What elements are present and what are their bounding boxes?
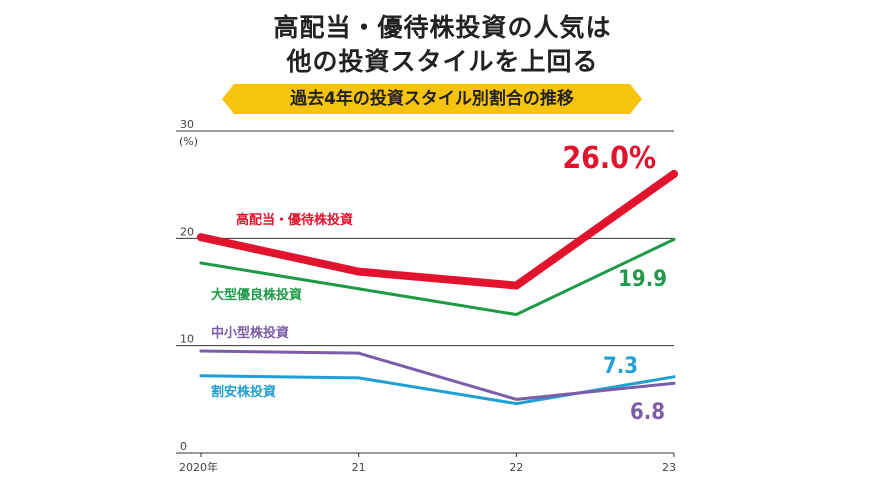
chart-title-line2: 他の投資スタイルを上回る — [286, 47, 599, 76]
x-tick-label-1: 21 — [352, 461, 366, 474]
series-line-1 — [199, 237, 676, 317]
y-tick-label-10: 10 — [180, 333, 194, 346]
series-1-point-1 — [357, 287, 361, 291]
end-value-label-2: 6.8 — [630, 400, 665, 425]
series-3-point-1 — [357, 376, 361, 380]
series-label-2: 中小型株投資 — [211, 325, 289, 341]
series-2-point-3 — [672, 381, 676, 385]
series-label-3: 割安株投資 — [211, 384, 276, 400]
series-0-point-1 — [354, 267, 363, 276]
chart-title-line1: 高配当・優待株投資の人気は — [273, 13, 612, 42]
series-2-point-1 — [357, 351, 361, 355]
series-1-point-3 — [672, 237, 676, 241]
y-tick-label-30: 30 — [180, 118, 194, 131]
series-label-0: 高配当・優待株投資 — [236, 212, 353, 228]
series-2-point-2 — [514, 397, 518, 401]
x-tick-label-2: 22 — [509, 461, 523, 474]
series-1-point-0 — [199, 261, 203, 265]
end-value-label-0: 26.0% — [562, 141, 656, 176]
chart-subtitle: 過去4年の投資スタイル別割合の推移 — [290, 89, 574, 109]
series-0-point-3 — [670, 169, 678, 178]
y-tick-label-20: 20 — [180, 225, 194, 238]
x-tick-label-0: 2020年 — [179, 460, 218, 474]
series-0-point-0 — [197, 233, 205, 242]
y-tick-label-0: 0 — [180, 440, 187, 453]
series-0-point-2 — [512, 281, 521, 290]
series-1-point-2 — [514, 313, 518, 317]
series-label-1: 大型優良株投資 — [211, 287, 302, 303]
end-value-label-1: 19.9 — [618, 267, 667, 292]
series-2-point-0 — [199, 349, 203, 353]
series-3-point-3 — [672, 375, 676, 379]
y-unit-label: (%) — [179, 135, 198, 148]
series-line-0 — [197, 169, 678, 290]
banner-background — [222, 84, 642, 114]
end-value-label-3: 7.3 — [603, 354, 638, 379]
x-tick-label-3: 23 — [662, 461, 676, 474]
series-line-2 — [199, 349, 676, 401]
series-3-point-2 — [514, 402, 518, 406]
chart-subtitle-banner: 過去4年の投資スタイル別割合の推移 — [222, 84, 642, 114]
series-3-point-0 — [199, 374, 203, 378]
